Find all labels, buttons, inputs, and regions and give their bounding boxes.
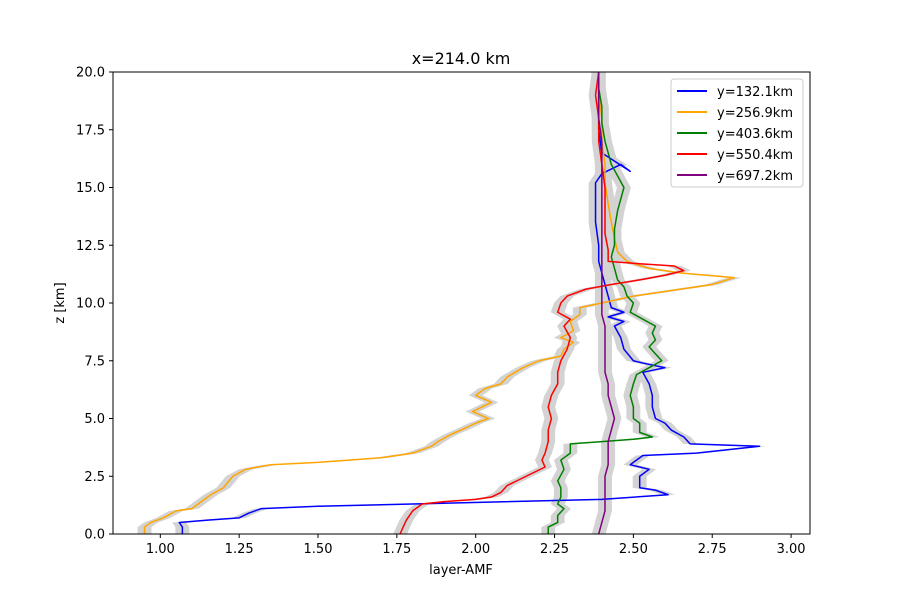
series-line-3 bbox=[547, 72, 663, 534]
uncertainty-band-3 bbox=[541, 72, 669, 534]
x-tick-label: 1.75 bbox=[382, 542, 411, 557]
uncertainty-band-2 bbox=[137, 72, 742, 534]
legend-label-1: y=132.1km bbox=[717, 85, 793, 100]
x-tick-label: 2.00 bbox=[461, 542, 490, 557]
y-tick-label: 10.0 bbox=[76, 297, 105, 312]
y-tick-label: 12.5 bbox=[76, 239, 105, 254]
x-tick-label: 2.50 bbox=[619, 542, 648, 557]
y-axis: 0.0 2.5 5.0 7.5 10.0 12.5 15.0 17.5 20.0 bbox=[76, 66, 113, 543]
series-lines bbox=[143, 71, 761, 535]
y-tick-label: 5.0 bbox=[84, 412, 105, 427]
series-line-1 bbox=[178, 72, 761, 534]
legend-label-3: y=403.6km bbox=[717, 127, 793, 142]
x-axis-label: layer-AMF bbox=[429, 563, 493, 578]
x-tick-label: 3.00 bbox=[777, 542, 806, 557]
y-tick-label: 17.5 bbox=[76, 123, 105, 138]
x-tick-label: 1.25 bbox=[225, 542, 254, 557]
y-tick-label: 7.5 bbox=[84, 354, 105, 369]
x-tick-label: 2.25 bbox=[540, 542, 569, 557]
x-tick-label: 1.50 bbox=[304, 542, 333, 557]
legend-box bbox=[670, 78, 804, 188]
legend-label-2: y=256.9km bbox=[717, 106, 793, 121]
uncertainty-band-4 bbox=[393, 72, 691, 534]
y-tick-label: 0.0 bbox=[84, 528, 105, 543]
y-tick-label: 15.0 bbox=[76, 181, 105, 196]
y-axis-label: z [km] bbox=[53, 282, 68, 323]
chart-title: x=214.0 km bbox=[412, 49, 511, 68]
x-axis: 1.00 1.25 1.50 1.75 2.00 2.25 2.50 2.75 3.00 bbox=[146, 534, 806, 557]
legend: y=132.1km y=256.9km y=403.6km y=550.4km y=69… bbox=[670, 78, 804, 188]
x-tick-label: 1.00 bbox=[146, 542, 175, 557]
series-line-5 bbox=[597, 72, 616, 535]
y-tick-label: 20.0 bbox=[76, 66, 105, 81]
x-tick-label: 2.75 bbox=[698, 542, 727, 557]
legend-label-4: y=550.4km bbox=[717, 148, 793, 163]
y-tick-label: 2.5 bbox=[84, 470, 105, 485]
legend-label-5: y=697.2km bbox=[717, 169, 793, 184]
series-line-2 bbox=[143, 72, 736, 534]
series-line-4 bbox=[399, 71, 685, 535]
